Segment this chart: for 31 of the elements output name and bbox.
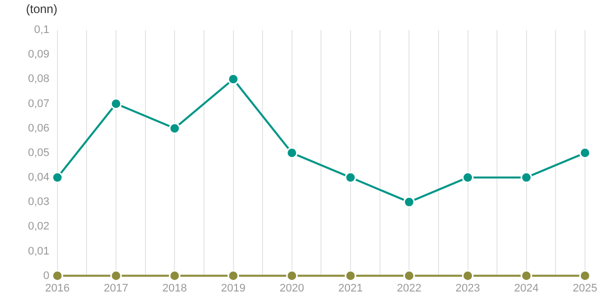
point xyxy=(579,147,591,159)
y-tick-label: 0,01 xyxy=(28,245,50,258)
x-tick-label: 2019 xyxy=(221,282,246,294)
y-tick-label: 0,1 xyxy=(34,24,50,36)
y-tick-label: 0,09 xyxy=(28,48,50,61)
y-axis-title: (tonn) xyxy=(26,2,58,16)
point xyxy=(110,98,122,110)
y-tick-label: 0,06 xyxy=(28,122,50,134)
x-tick-label: 2018 xyxy=(162,282,187,294)
point xyxy=(52,172,64,184)
y-tick-label: 0,07 xyxy=(28,98,50,110)
x-tick-label: 2024 xyxy=(514,282,539,294)
point xyxy=(286,147,298,159)
y-tick-label: 0,05 xyxy=(28,146,50,159)
y-tick-label: 0 xyxy=(43,270,50,282)
x-tick-label: 2016 xyxy=(45,282,70,294)
y-tick-label: 0,02 xyxy=(28,220,50,233)
x-tick-label: 2025 xyxy=(572,282,598,294)
x-tick-label: 2020 xyxy=(280,282,304,294)
y-tick-label: 0,08 xyxy=(28,73,50,86)
y-tick-label: 0,04 xyxy=(28,172,50,184)
point xyxy=(462,172,474,184)
x-tick-label: 2023 xyxy=(456,282,480,294)
x-tick-label: 2022 xyxy=(396,282,422,294)
point xyxy=(168,122,180,134)
point xyxy=(403,196,415,208)
x-tick-label: 2021 xyxy=(338,282,363,294)
point xyxy=(344,172,356,184)
point xyxy=(520,172,532,184)
y-tick-label: 0,03 xyxy=(28,196,50,208)
x-tick-label: 2017 xyxy=(104,282,128,294)
